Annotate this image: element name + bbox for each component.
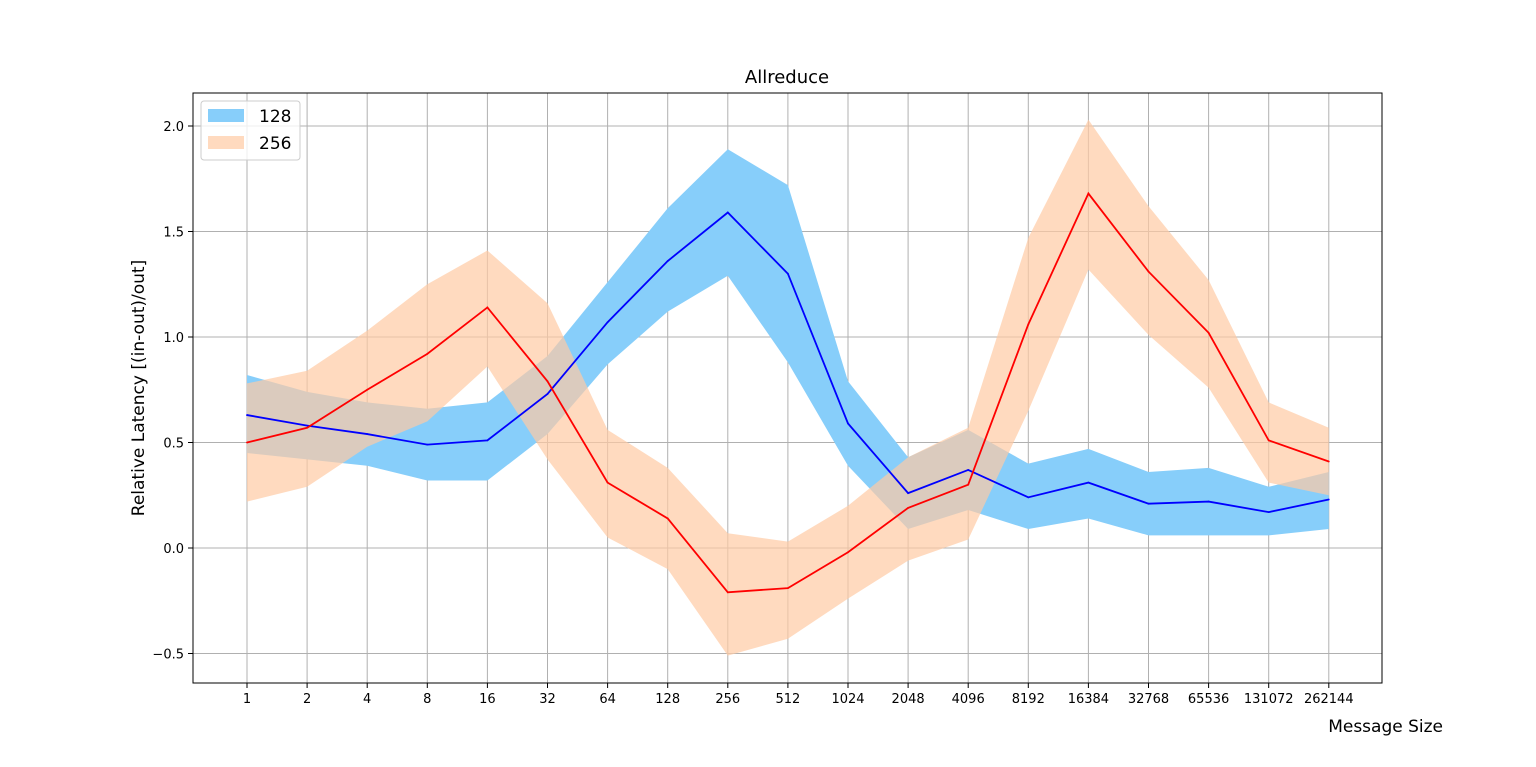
point-256-32768 [1147,270,1150,273]
point-128-512 [787,272,789,275]
point-128-8192 [1027,496,1030,499]
point-128-2048 [907,492,909,495]
point-128-32 [546,393,549,395]
point-256-2048 [907,507,909,509]
x-axis-ticks: 1 2 4 8 16 32 64 128 256 512 1024 2048 4096 8192 16384… [243,683,1354,707]
point-128-256 [726,211,729,214]
x-tick-label: 1 [243,692,251,707]
point-128-262144 [1327,498,1330,501]
point-128-1024 [847,422,849,425]
legend-label-256: 256 [259,134,291,154]
point-128-32768 [1147,502,1150,505]
y-tick-label: 0.0 [163,542,184,557]
band-128 [247,149,1329,536]
legend-swatch-256 [208,136,244,149]
y-axis-title: Relative Latency [(in-out)/out] [129,260,149,516]
point-256-16 [486,306,489,309]
x-tick-label: 16384 [1068,692,1109,707]
x-tick-label: 65536 [1188,692,1229,707]
point-256-64 [606,481,609,484]
point-256-128 [666,517,669,520]
x-tick-label: 512 [775,692,800,707]
point-128-2 [306,424,308,427]
point-256-4 [366,388,369,391]
x-tick-label: 2 [303,692,311,707]
x-tick-label: 2048 [892,692,925,707]
point-256-8192 [1027,323,1030,326]
x-tick-label: 262144 [1304,692,1354,707]
x-axis-title: Message Size [1328,717,1443,737]
confidence-bands [247,119,1329,656]
point-128-64 [606,321,609,324]
x-tick-label: 4 [363,692,371,707]
y-tick-label: −0.5 [152,648,184,663]
band-256 [247,119,1329,656]
y-tick-label: 0.5 [163,437,184,452]
x-tick-label: 16 [479,692,496,707]
point-128-16 [486,439,489,442]
legend: 128 256 [200,100,301,161]
point-256-1024 [847,551,849,554]
point-256-4096 [967,483,970,486]
x-tick-label: 131072 [1244,692,1294,707]
x-tick-label: 32768 [1128,692,1169,707]
x-tick-label: 1024 [831,692,864,707]
point-256-32 [546,380,549,383]
y-tick-label: 2.0 [163,120,184,135]
point-128-128 [666,260,669,262]
point-256-65536 [1207,331,1210,334]
x-tick-label: 128 [655,692,680,707]
point-256-2 [306,426,308,429]
point-128-8 [426,443,429,446]
point-128-131072 [1267,511,1270,514]
x-tick-label: 32 [539,692,556,707]
point-128-65536 [1207,500,1210,503]
y-axis-ticks: −0.5 0.0 0.5 1.0 1.5 2.0 [152,120,193,663]
y-tick-label: 1.0 [163,331,184,346]
x-tick-label: 4096 [952,692,985,707]
point-128-4096 [967,469,970,471]
x-tick-label: 256 [715,692,740,707]
point-256-262144 [1327,460,1330,463]
point-256-131072 [1267,439,1270,442]
chart-title: Allreduce [745,67,829,88]
point-256-16384 [1087,192,1090,195]
legend-label-128: 128 [259,107,291,127]
point-128-1 [246,414,248,416]
x-tick-label: 8 [423,692,431,707]
point-128-16384 [1087,481,1090,484]
x-tick-label: 8192 [1012,692,1045,707]
x-tick-label: 64 [599,692,616,707]
point-256-512 [787,587,789,589]
point-128-4 [366,433,369,435]
point-256-8 [426,352,429,355]
point-256-256 [726,591,729,594]
y-tick-label: 1.5 [163,226,184,241]
legend-swatch-128 [208,109,244,122]
point-256-1 [246,441,248,444]
series-lines [246,191,1330,594]
